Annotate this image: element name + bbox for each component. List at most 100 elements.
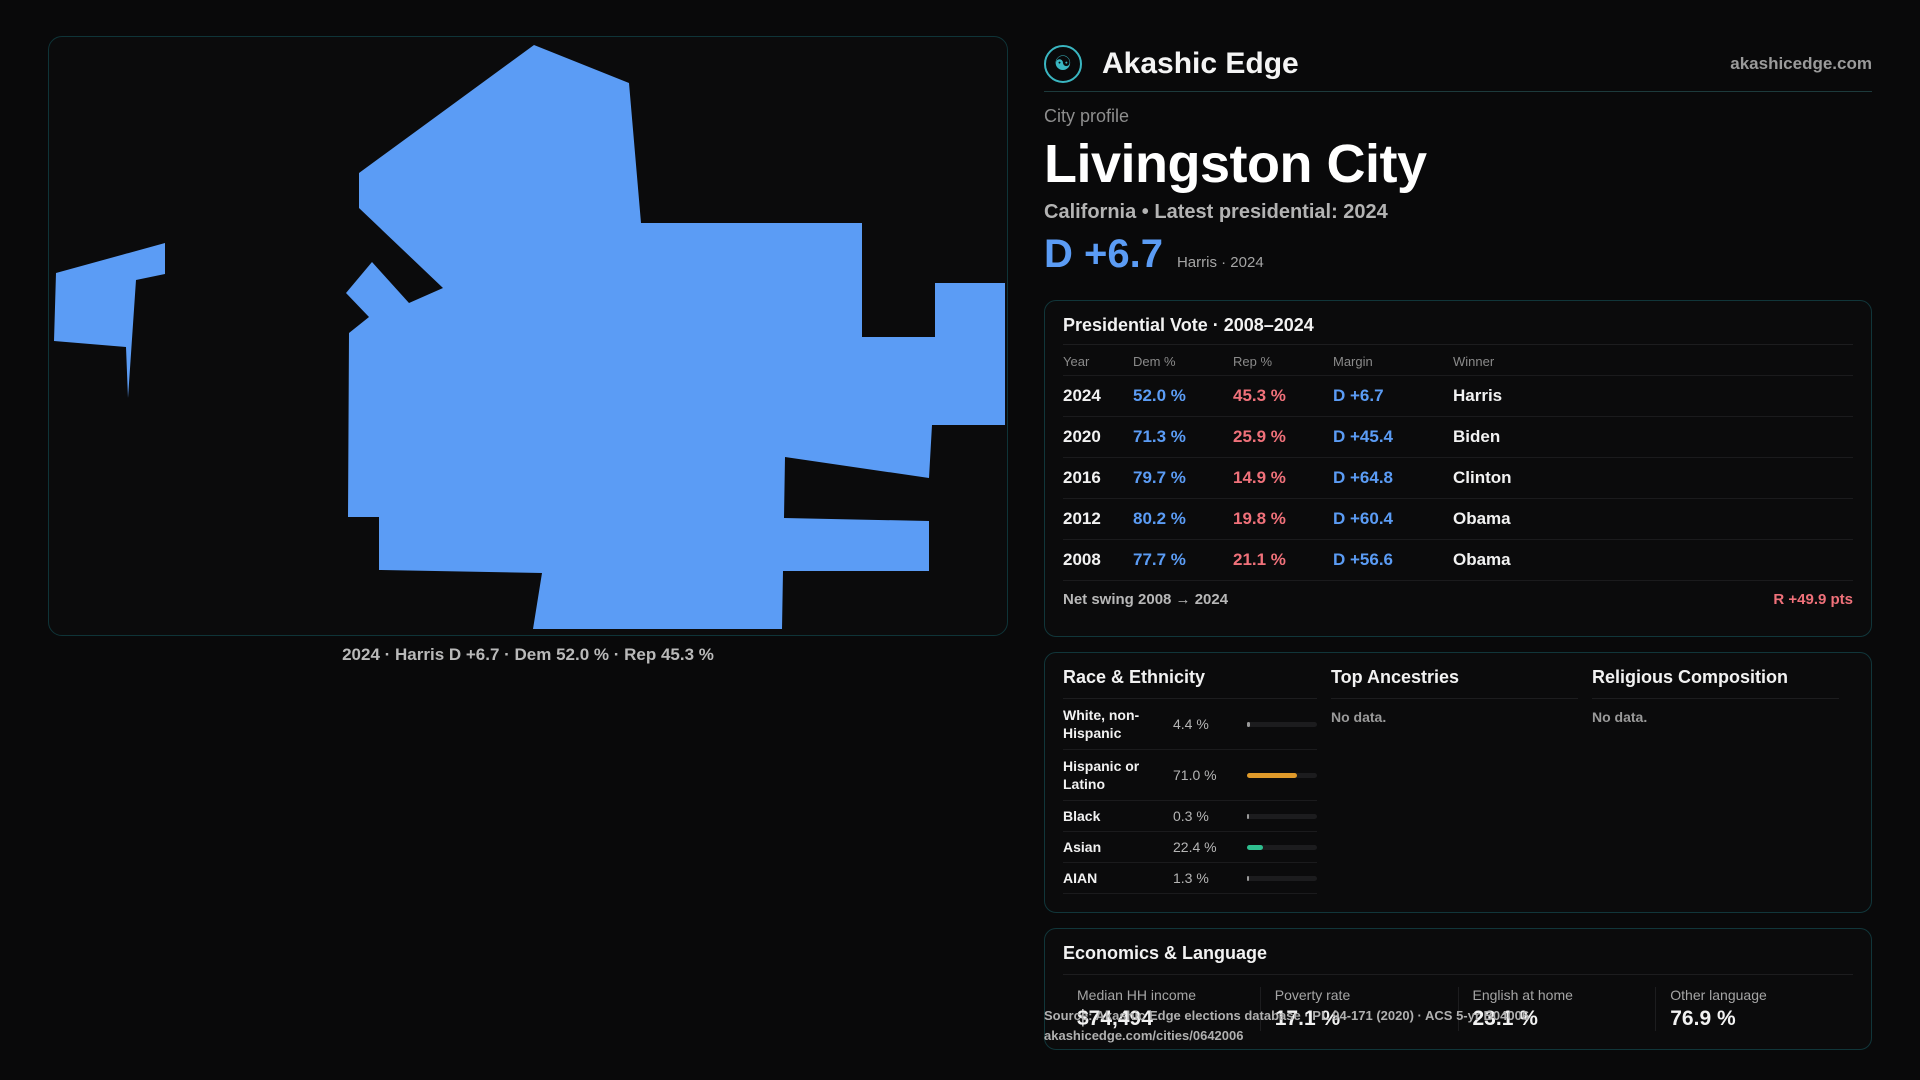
race-ethnicity-section: Race & Ethnicity White, non-Hispanic 4.4 …: [1063, 667, 1331, 898]
column-header: Winner: [1453, 347, 1853, 376]
table-row: 2016 79.7 % 14.9 % D +64.8 Clinton: [1063, 457, 1853, 499]
race-bar: [1247, 721, 1317, 727]
race-label: AIAN: [1063, 870, 1098, 886]
column-header: Dem %: [1133, 347, 1233, 376]
rep-cell: 45.3 %: [1233, 375, 1333, 417]
rep-cell: 14.9 %: [1233, 457, 1333, 499]
brand-name[interactable]: Akashic Edge: [1102, 46, 1299, 80]
race-bar-fill: [1247, 772, 1297, 778]
city-boundary-shape: [346, 45, 1005, 629]
demographics-card: Race & Ethnicity White, non-Hispanic 4.4 …: [1044, 652, 1872, 913]
stat-cell: Poverty rate 17.1 %: [1259, 987, 1458, 1031]
empty-state: No data.: [1592, 709, 1648, 725]
rep-cell: 21.1 %: [1233, 539, 1333, 581]
race-row: Black 0.3 %: [1063, 801, 1317, 832]
column-header: Rep %: [1233, 347, 1333, 376]
source-text: Source: Akashic Edge elections database …: [1044, 1008, 1530, 1023]
card-title: Economics & Language: [1063, 943, 1853, 975]
winner-cell: Obama: [1453, 498, 1853, 540]
year-cell: 2012: [1063, 498, 1133, 540]
race-percent: 1.3 %: [1173, 870, 1209, 886]
presidential-vote-table: Year Dem % Rep % Margin Winner 2024 52.0…: [1063, 347, 1853, 581]
section-title: Religious Composition: [1592, 667, 1839, 699]
margin-cell: D +64.8: [1333, 457, 1453, 499]
page-title: Livingston City: [1044, 134, 1427, 194]
stat-label: Poverty rate: [1274, 987, 1351, 1003]
margin-cell: D +6.7: [1333, 375, 1453, 417]
dem-cell: 79.7 %: [1133, 457, 1233, 499]
city-map[interactable]: [48, 36, 1008, 636]
stat-cell: Median HH income $74,494: [1063, 987, 1260, 1031]
margin-cell: D +60.4: [1333, 498, 1453, 540]
map-caption: 2024 · Harris D +6.7 · Dem 52.0 % · Rep …: [342, 645, 714, 664]
race-row: White, non-Hispanic 4.4 %: [1063, 699, 1317, 750]
column-header: Year: [1063, 347, 1133, 376]
year-cell: 2024: [1063, 375, 1133, 417]
profile-header: ☯ Akashic Edge akashicedge.com City prof…: [1044, 36, 1872, 277]
stat-value: $74,494: [1077, 1007, 1153, 1030]
table-row: 2024 52.0 % 45.3 % D +6.7 Harris: [1063, 375, 1853, 417]
figure-in-circle-icon[interactable]: ☯: [1044, 44, 1082, 83]
top-ancestries-section: Top Ancestries No data.: [1331, 667, 1592, 898]
race-percent: 4.4 %: [1173, 716, 1209, 732]
latest-margin-value: D +6.7: [1044, 232, 1163, 276]
rep-cell: 25.9 %: [1233, 416, 1333, 458]
race-label: Black: [1063, 808, 1101, 824]
stat-cell: English at home 23.1 %: [1457, 987, 1656, 1031]
stat-value: 23.1 %: [1472, 1007, 1538, 1030]
race-bar-fill: [1247, 721, 1251, 727]
dem-cell: 80.2 %: [1133, 498, 1233, 540]
winner-cell: Harris: [1453, 375, 1853, 417]
dem-cell: 71.3 %: [1133, 416, 1233, 458]
rep-cell: 19.8 %: [1233, 498, 1333, 540]
stat-label: English at home: [1472, 987, 1573, 1003]
brand-url-link[interactable]: akashicedge.com: [1730, 53, 1872, 73]
economics-stats: Median HH income $74,494 Poverty rate 17…: [1063, 987, 1853, 1031]
dem-cell: 52.0 %: [1133, 375, 1233, 417]
race-bar: [1247, 875, 1317, 881]
presidential-vote-card: Presidential Vote · 2008–2024 Year Dem %…: [1044, 300, 1872, 637]
page-kicker: City profile: [1044, 106, 1130, 126]
race-percent: 22.4 %: [1173, 839, 1217, 855]
race-row: Asian 22.4 %: [1063, 832, 1317, 863]
race-label: White, non-Hispanic: [1063, 707, 1140, 741]
year-cell: 2016: [1063, 457, 1133, 499]
net-swing-value: R +49.9 pts: [1773, 591, 1853, 608]
stat-label: Median HH income: [1077, 987, 1197, 1003]
city-boundary-shape: [54, 243, 165, 398]
stat-label: Other language: [1670, 987, 1767, 1003]
source-link[interactable]: akashicedge.com/cities/0642006: [1044, 1028, 1244, 1043]
race-bar-fill: [1247, 875, 1249, 881]
table-row: 2020 71.3 % 25.9 % D +45.4 Biden: [1063, 416, 1853, 458]
race-bar: [1247, 844, 1317, 850]
winner-cell: Biden: [1453, 416, 1853, 458]
race-label: Hispanic or Latino: [1063, 758, 1140, 792]
dem-cell: 77.7 %: [1133, 539, 1233, 581]
race-bar: [1247, 813, 1317, 819]
race-label: Asian: [1063, 839, 1102, 855]
section-title: Top Ancestries: [1331, 667, 1578, 699]
margin-cell: D +45.4: [1333, 416, 1453, 458]
margin-cell: D +56.6: [1333, 539, 1453, 581]
empty-state: No data.: [1331, 709, 1387, 725]
column-header: Margin: [1333, 347, 1453, 376]
race-row: AIAN 1.3 %: [1063, 863, 1317, 894]
table-header-row: Year Dem % Rep % Margin Winner: [1063, 347, 1853, 376]
economics-language-card: Economics & Language Median HH income $7…: [1044, 928, 1872, 1050]
section-title: Race & Ethnicity: [1063, 667, 1317, 699]
race-percent: 0.3 %: [1173, 808, 1209, 824]
year-cell: 2020: [1063, 416, 1133, 458]
net-swing-label: Net swing 2008 → 2024: [1063, 591, 1229, 608]
table-row: 2012 80.2 % 19.8 % D +60.4 Obama: [1063, 498, 1853, 540]
latest-margin: D +6.7 Harris · 2024: [1044, 232, 1872, 277]
brand-bar: ☯ Akashic Edge akashicedge.com: [1044, 36, 1872, 92]
race-ethnicity-list: White, non-Hispanic 4.4 % Hispanic or Lati…: [1063, 699, 1317, 894]
city-boundary-map: [54, 45, 1005, 629]
source-footnote: Source: Akashic Edge elections database …: [1044, 1006, 1529, 1046]
year-cell: 2008: [1063, 539, 1133, 581]
stat-value: 76.9 %: [1670, 1007, 1736, 1030]
latest-margin-note: Harris · 2024: [1176, 254, 1264, 271]
page-subtitle: California • Latest presidential: 2024: [1044, 201, 1388, 223]
race-bar-fill: [1247, 813, 1249, 819]
stat-value: 17.1 %: [1274, 1007, 1341, 1030]
